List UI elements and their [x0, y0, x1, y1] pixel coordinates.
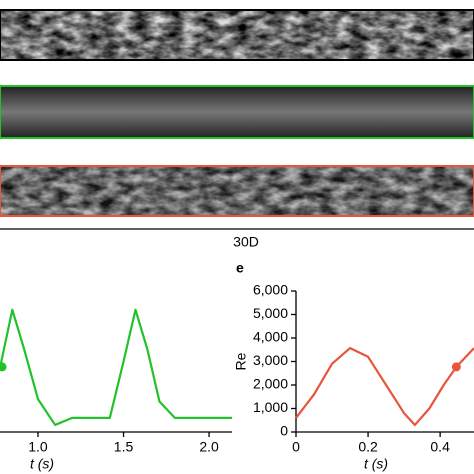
y-tick-label: 5,000	[253, 305, 288, 321]
x-tick-label: 1.5	[114, 439, 134, 455]
highlight-point	[0, 362, 7, 372]
y-tick-label: 2,000	[253, 376, 288, 392]
data-line	[0, 308, 232, 427]
flow-image-laminar	[0, 85, 474, 139]
x-tick-label: 0.2	[358, 439, 378, 455]
y-tick-label: 4,000	[253, 329, 288, 345]
flow-image-turbulent	[0, 9, 474, 61]
y-tick-label: 6,000	[253, 282, 288, 298]
highlight-point	[451, 362, 461, 372]
x-tick-label: 0.4	[430, 439, 450, 455]
x-tick-label: 1.0	[28, 439, 48, 455]
x-axis-label: t (s)	[364, 456, 388, 472]
x-tick-label: 2.0	[199, 439, 219, 455]
data-line	[295, 347, 474, 427]
flow-image-puff	[0, 165, 474, 217]
y-axis-label: Re	[233, 352, 249, 370]
x-tick-label: 0	[292, 439, 300, 455]
x-axis-label: t (s)	[30, 456, 54, 472]
y-tick-label: 0	[280, 423, 288, 439]
panel-label: e	[236, 260, 244, 276]
y-tick-label: 1,000	[253, 399, 288, 415]
y-tick-label: 3,000	[253, 352, 288, 368]
scale-bar-label: 30D	[233, 234, 259, 250]
